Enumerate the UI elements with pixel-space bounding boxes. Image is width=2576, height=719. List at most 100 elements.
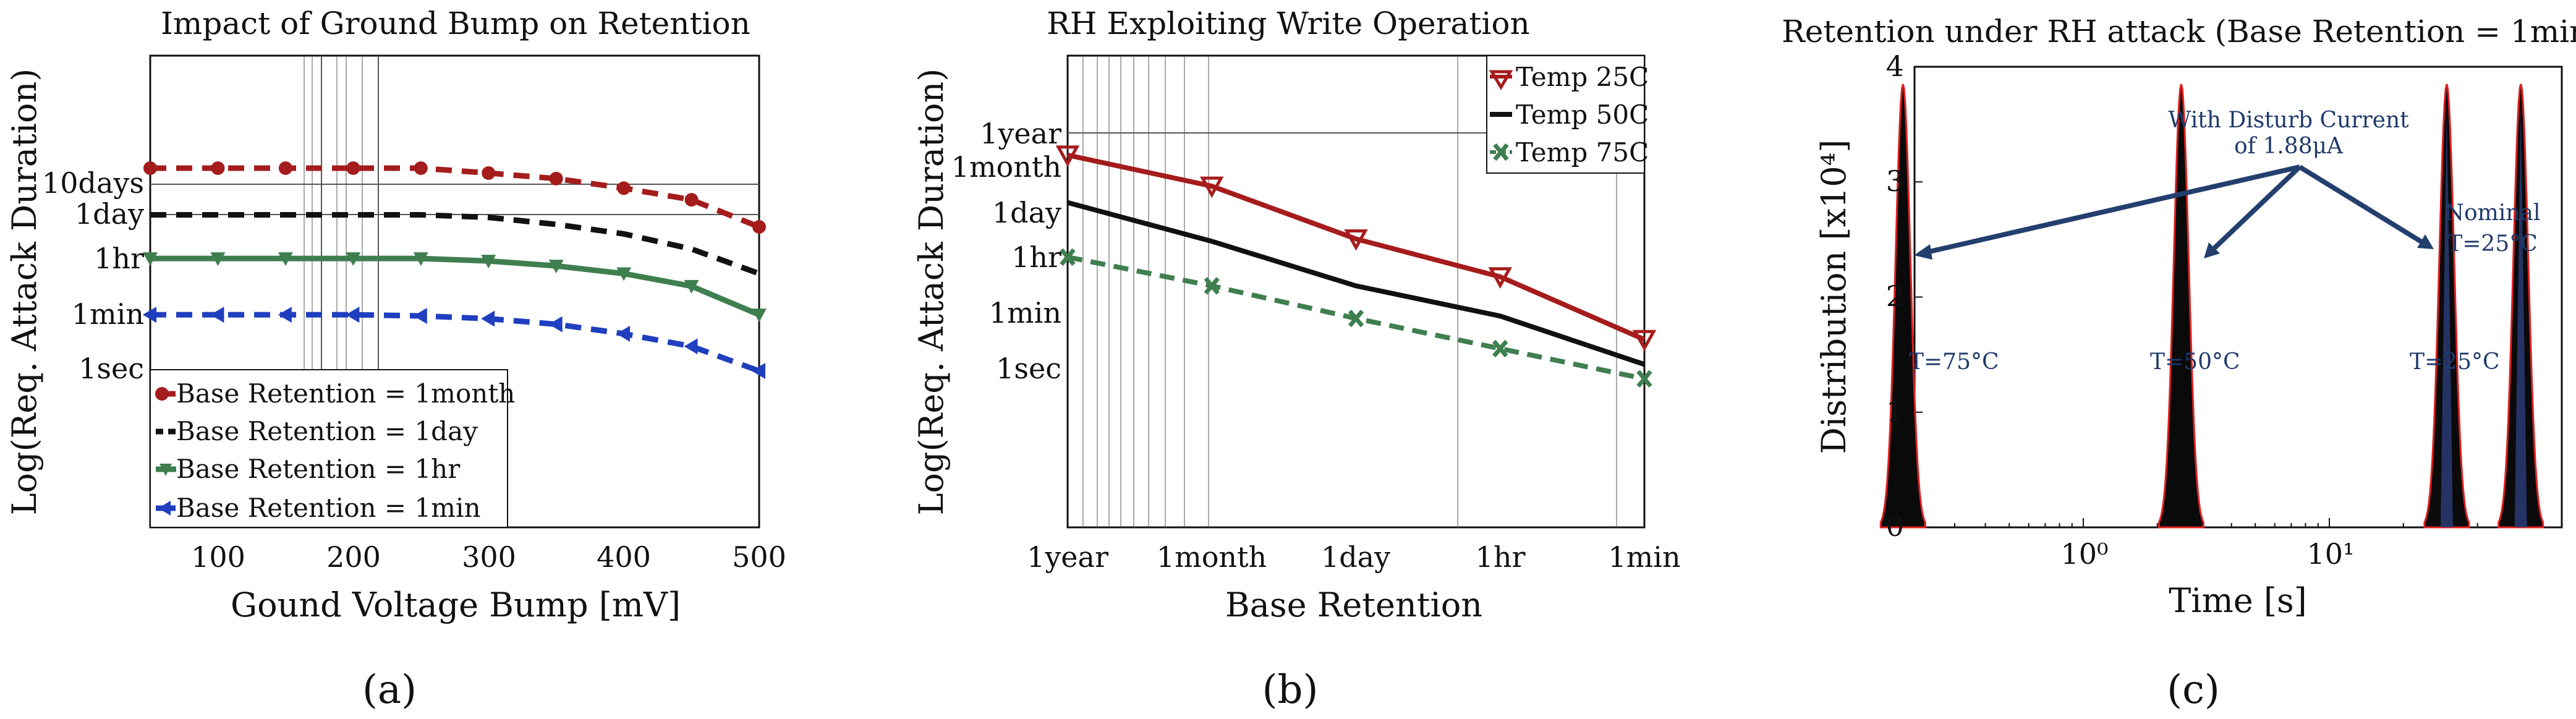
panel-c-peaks	[1879, 83, 2544, 529]
legend-a-label-1hr: Base Retention = 1hr	[176, 454, 461, 484]
panel-a-data-point	[684, 193, 699, 207]
panel-a-legend-box	[150, 369, 508, 528]
disturb-arrows	[1914, 164, 2434, 260]
panel-b-ylabel: Log(Req. Attack Duration)	[912, 69, 951, 516]
panel-a-xtick-200: 200	[326, 540, 381, 574]
panel-a-ylabel: Log(Req. Attack Duration)	[5, 69, 44, 516]
panel-a-data-point	[278, 252, 293, 266]
panel-c-ytick-1: 1	[1886, 394, 1904, 428]
panel-a-xtick-400: 400	[597, 540, 651, 574]
panel-a-xtick-100: 100	[191, 540, 245, 574]
panel-b-data-point	[1632, 330, 1657, 352]
peak-label-50c: T=50°C	[2150, 349, 2240, 375]
panel-b-gridlines	[1068, 56, 1617, 527]
panel-a-ytick-1day: 1day	[75, 197, 144, 231]
panel-a-data-point	[549, 171, 563, 185]
panel-a-data-point	[210, 307, 224, 323]
arrow-to-50c	[2208, 165, 2302, 254]
legend-b-marker-25c	[1489, 70, 1513, 90]
legend-a-label-1day: Base Retention = 1day	[176, 416, 478, 446]
panel-a-data-point	[414, 161, 428, 175]
panel-a-data-point	[684, 279, 699, 294]
panel-b-data-point	[1344, 229, 1368, 251]
panel-a-ytick-1sec: 1sec	[79, 352, 144, 385]
panel-a-series-line	[150, 212, 760, 276]
panel-a-series-line	[150, 312, 760, 374]
panel-c-peak	[2157, 83, 2204, 529]
panel-b-data-point	[1348, 309, 1364, 328]
panel-a: Impact of Ground Bump on Retention 10day…	[5, 6, 786, 624]
arrowhead-75c	[1914, 244, 1932, 260]
legend-b-marker-75c	[1493, 143, 1509, 161]
panel-a-data-point	[481, 255, 496, 269]
panel-b-ytick-1year: 1year	[980, 117, 1061, 150]
legend-a-marker-1hr	[159, 464, 172, 476]
panel-letter-c: (c)	[2167, 667, 2220, 713]
legend-b-label-75c: Temp 75C	[1516, 137, 1649, 168]
legend-b-label-50c: Temp 50C	[1516, 100, 1649, 130]
panel-b-ytick-1month: 1month	[951, 150, 1061, 184]
panel-c-ticks	[1910, 66, 2522, 528]
panel-a-data-point	[278, 307, 292, 323]
panel-a-series	[143, 161, 767, 379]
panel-b-data-point	[1488, 267, 1512, 289]
panel-b: RH Exploiting Write Operation 1year 1mon…	[912, 6, 1681, 624]
panel-c-peak-inner	[2514, 108, 2527, 527]
panel-a-data-point	[481, 310, 495, 327]
legend-b-label-25c: Temp 25C	[1516, 62, 1649, 92]
panel-a-data-point	[143, 252, 158, 266]
panel-b-xtick-1hr: 1hr	[1476, 540, 1526, 574]
panel-a-data-point	[616, 267, 632, 281]
panel-a-data-point	[617, 181, 631, 195]
disturb-annotation-line1: With Disturb Current	[2168, 108, 2409, 133]
arrowhead-25c	[2417, 234, 2434, 249]
panel-c: Retention under RH attack (Base Retentio…	[1782, 14, 2576, 620]
panel-a-data-point	[752, 363, 765, 379]
panel-a-data-point	[211, 161, 225, 175]
panel-b-data-point	[1055, 145, 1080, 167]
panel-a-title: Impact of Ground Bump on Retention	[161, 6, 750, 41]
panel-a-data-point	[346, 252, 361, 266]
panel-letter-a: (a)	[362, 667, 417, 713]
panel-a-data-point	[143, 161, 157, 175]
panel-a-xtick-300: 300	[462, 540, 516, 574]
panel-a-ytick-1hr: 1hr	[94, 242, 144, 275]
panel-b-ytick-1min: 1min	[989, 296, 1061, 330]
disturb-annotation-line2: of 1.88μA	[2234, 134, 2344, 159]
panel-c-ytick-2: 2	[1886, 279, 1904, 313]
panel-b-series-line	[1067, 152, 1646, 342]
panel-b-xtick-1month: 1month	[1157, 540, 1267, 574]
panel-b-ytick-1sec: 1sec	[996, 352, 1061, 385]
panel-b-title: RH Exploiting Write Operation	[1047, 6, 1529, 41]
panel-b-data-point	[1060, 248, 1076, 266]
panel-a-data-point	[616, 325, 631, 342]
panel-c-ylabel: Distribution [x10⁴]	[1814, 140, 1853, 454]
panel-b-legend-box	[1486, 55, 1645, 174]
panel-b-xtick-1year: 1year	[1027, 540, 1108, 574]
panel-c-ytick-3: 3	[1886, 164, 1904, 198]
arrow-to-25c	[2298, 164, 2428, 247]
panel-a-legend: Base Retention = 1month Base Retention =…	[150, 369, 515, 528]
panel-a-data-point	[346, 307, 360, 323]
panel-a-data-point	[278, 161, 292, 175]
panel-a-data-point	[143, 307, 156, 323]
legend-a-label-1month: Base Retention = 1month	[176, 378, 515, 409]
panel-c-xlabel: Time [s]	[2169, 581, 2306, 620]
panel-a-data-point	[752, 219, 766, 234]
panel-b-xlabel: Base Retention	[1225, 585, 1482, 624]
panel-b-ytick-1hr: 1hr	[1011, 240, 1061, 274]
legend-a-marker-1month	[155, 387, 169, 401]
panel-b-xtick-1min: 1min	[1608, 540, 1680, 574]
panel-a-data-point	[346, 161, 360, 175]
panel-a-xlabel: Gound Voltage Bump [mV]	[231, 585, 681, 624]
arrow-to-75c	[1921, 164, 2300, 256]
panel-b-data-point	[1204, 277, 1220, 295]
panel-c-ytick-0: 0	[1886, 509, 1904, 543]
panel-c-xtick-10e0: 10⁰	[2061, 537, 2109, 571]
panel-c-ytick-4: 4	[1886, 49, 1904, 83]
panel-c-peak-inner	[2440, 108, 2453, 527]
panel-a-data-point	[482, 166, 496, 180]
panel-a-ytick-10days: 10days	[42, 166, 144, 200]
panel-a-series-line	[150, 255, 760, 318]
